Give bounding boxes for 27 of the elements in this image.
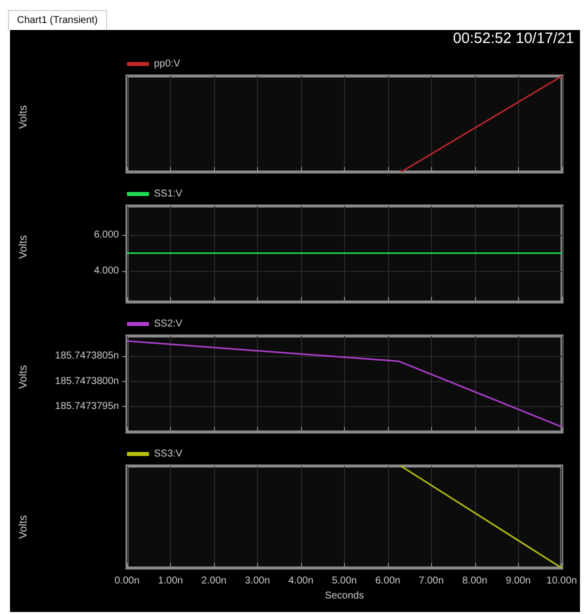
x-tick-label: 2.00n — [201, 576, 226, 586]
legend-label: pp0:V — [154, 58, 180, 70]
y-tick-label: 6.000 — [94, 229, 120, 240]
y-axis-title: Volts — [18, 514, 30, 539]
x-tick-label: 9.00n — [506, 576, 531, 586]
x-tick-label: 5.00n — [332, 576, 357, 586]
legend-label: SS3:V — [154, 448, 183, 460]
y-axis-title: Volts — [18, 234, 30, 259]
y-tick-label: 4.000 — [94, 266, 120, 277]
y-axis-title: Volts — [18, 364, 30, 389]
text: 00:52:52 10/17/21 — [453, 30, 574, 47]
caption: Chart1 (Transient) — [8, 10, 107, 30]
x-tick-label: 8.00n — [462, 576, 488, 586]
x-tick-label: 6.00n — [375, 576, 400, 586]
legend-label: SS2:V — [154, 318, 183, 330]
x-tick-label: 4.00n — [288, 576, 314, 586]
y-axis-title: Volts — [18, 104, 30, 129]
y-tick-label: 185.7473795n — [55, 401, 119, 412]
x-tick-label: 1.00n — [158, 576, 183, 586]
x-axis-title: Seconds — [324, 590, 364, 602]
y-tick-label: 185.7473800n — [55, 376, 119, 387]
x-tick-label: 7.00n — [418, 576, 444, 586]
x-tick-label: 0.00n — [114, 576, 140, 586]
y-tick-label: 185.7473805n — [55, 350, 119, 362]
legend-label: SS1:V — [154, 188, 183, 200]
x-tick-label: 3.00n — [244, 576, 270, 586]
x-tick-label: 10.00n — [546, 576, 578, 586]
